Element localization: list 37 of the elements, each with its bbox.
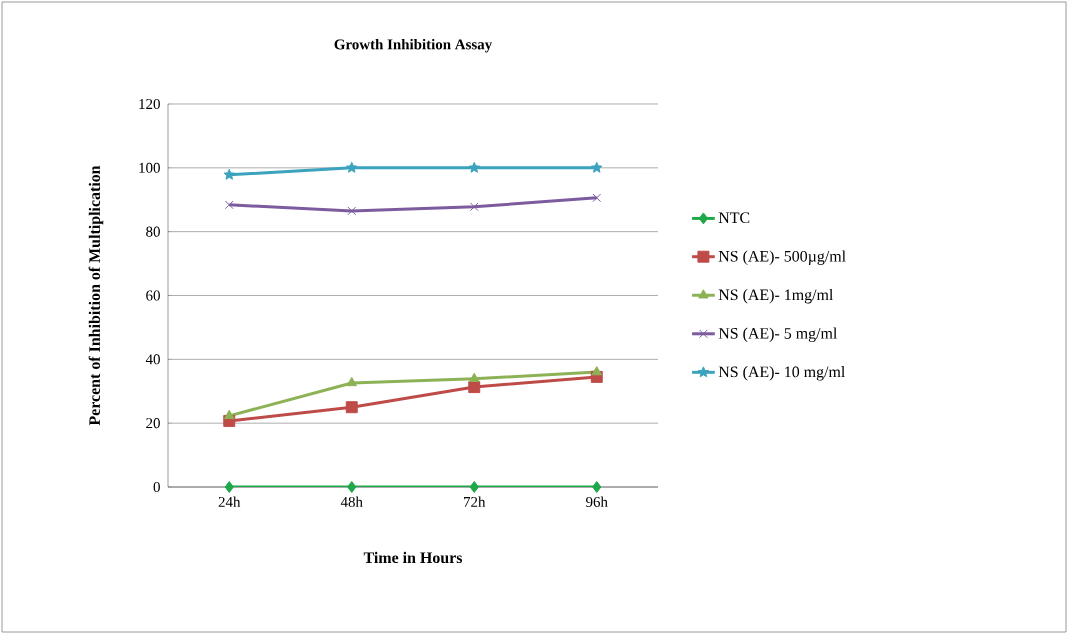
x-tick-label: 48h [340,496,363,508]
point [469,202,479,212]
point [347,206,357,216]
point [469,372,480,383]
point [591,366,602,376]
point [592,193,602,203]
point [468,161,480,173]
y-tick-label: 0 [153,481,160,493]
legend-label: NTC [718,212,750,224]
legend-label: NS (AE)- 500µg/ml [718,250,846,265]
y-tick-label: 100 [139,162,160,173]
legend-label: NS (AE)- 5 mg/ml [718,327,838,343]
x-tick-label: 96h [586,496,608,508]
point [346,376,357,387]
y-tick-label: 20 [146,418,160,429]
x-axis-title: Time in Hours [363,551,463,564]
x-tick-label: 24h [218,496,241,507]
point [468,381,481,394]
point [224,200,234,210]
legend-label: NS (AE)- 10 mg/ml [718,366,845,381]
point [346,161,358,173]
point [224,481,234,493]
y-tick-label: 60 [146,290,160,301]
point [469,481,479,493]
point [224,409,235,420]
y-tick-label: 40 [145,354,160,365]
point [592,481,602,493]
chart-title: Growth Inhibition Assay [334,38,492,53]
point [345,401,358,414]
x-tick-label: 72h [464,496,486,507]
y-tick-label: 120 [139,98,160,110]
point [223,168,235,180]
point [591,161,603,173]
point [347,481,357,493]
y-axis-title: Percent of Inhibition of Multiplication [88,165,104,426]
y-tick-label: 80 [146,226,160,237]
legend-label: NS (AE)- 1mg/ml [718,288,834,304]
